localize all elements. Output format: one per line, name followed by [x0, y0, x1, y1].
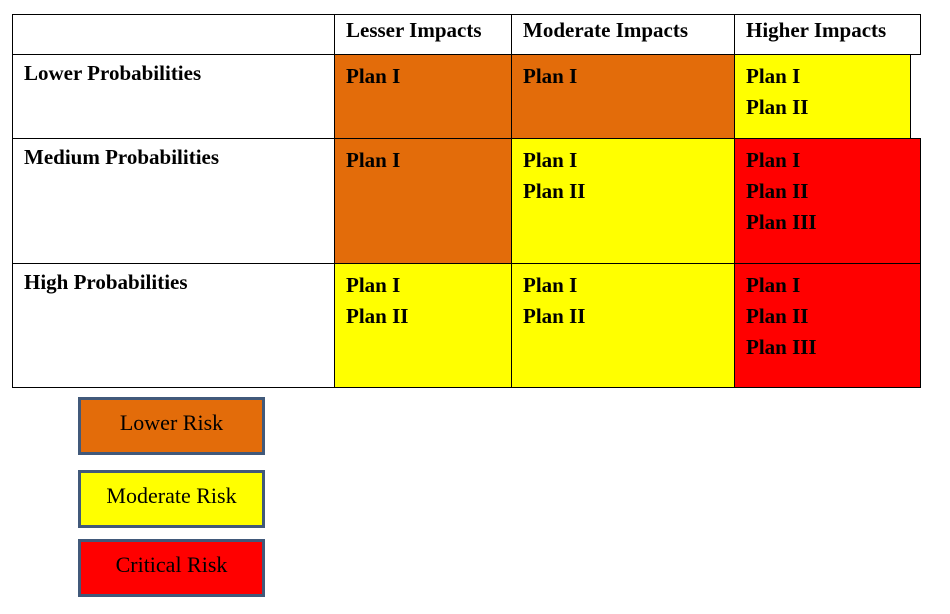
column-header-moderate-impacts: Moderate Impacts [512, 14, 735, 55]
matrix-cell-lower-higher: Plan I Plan II [735, 55, 921, 139]
column-header-higher-impacts: Higher Impacts [735, 14, 921, 55]
legend-critical-risk: Critical Risk [78, 539, 265, 597]
plan-label: Plan II [746, 95, 809, 119]
matrix-cell-medium-moderate: Plan I Plan II [512, 139, 735, 264]
plan-label: Plan I [523, 64, 578, 88]
plan-label: Plan I [746, 273, 801, 297]
plan-label: Plan I [746, 148, 801, 172]
row-label-medium-probabilities: Medium Probabilities [12, 139, 335, 264]
plan-label: Plan I [346, 64, 401, 88]
matrix-cell-lower-lesser: Plan I [335, 55, 512, 139]
row-label-lower-probabilities: Lower Probabilities [12, 55, 335, 139]
plan-label: Plan I [346, 273, 401, 297]
plan-label: Plan I [346, 148, 401, 172]
plan-label: Plan II [346, 304, 409, 328]
matrix-cell-lower-moderate: Plan I [512, 55, 735, 139]
column-header-lesser-impacts: Lesser Impacts [335, 14, 512, 55]
matrix-cell-medium-higher: Plan I Plan II Plan III [735, 139, 921, 264]
legend-moderate-risk: Moderate Risk [78, 470, 265, 528]
plan-label: Plan III [746, 210, 817, 234]
corner-header [12, 14, 335, 55]
matrix-cell-high-higher: Plan I Plan II Plan III [735, 264, 921, 388]
matrix-cell-high-lesser: Plan I Plan II [335, 264, 512, 388]
matrix-cell-medium-lesser: Plan I [335, 139, 512, 264]
plan-label: Plan I [523, 273, 578, 297]
risk-matrix: Lesser Impacts Moderate Impacts Higher I… [12, 14, 921, 388]
plan-label: Plan I [523, 148, 578, 172]
plan-label: Plan I [746, 64, 801, 88]
matrix-cell-high-moderate: Plan I Plan II [512, 264, 735, 388]
plan-label: Plan II [746, 179, 809, 203]
plan-label: Plan II [746, 304, 809, 328]
plan-label: Plan II [523, 304, 586, 328]
row-label-high-probabilities: High Probabilities [12, 264, 335, 388]
plan-label: Plan II [523, 179, 586, 203]
cell-fill [735, 55, 911, 138]
legend-lower-risk: Lower Risk [78, 397, 265, 455]
plan-label: Plan III [746, 335, 817, 359]
